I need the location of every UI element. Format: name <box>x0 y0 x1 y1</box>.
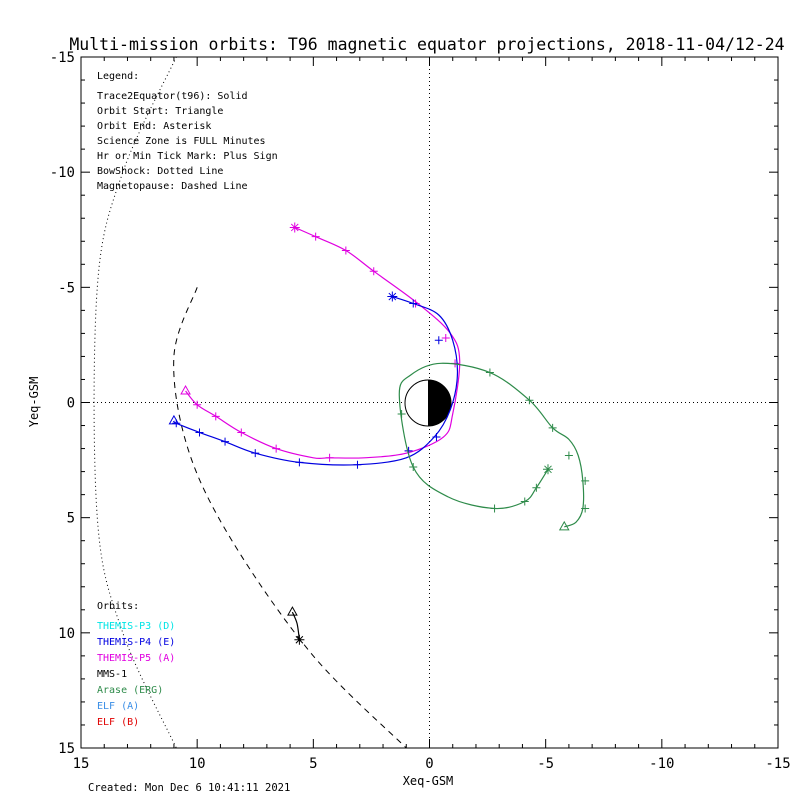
legend-entry: Orbit End: Asterisk <box>97 121 211 132</box>
orbit-tick-mark <box>397 410 406 419</box>
y-tick-label: 10 <box>58 626 75 642</box>
legend-entry: Magnetopause: Dashed Line <box>97 181 248 192</box>
orbit-tick-mark <box>581 504 590 513</box>
earth-icon <box>404 379 452 427</box>
orbit-tick-mark <box>353 460 362 469</box>
orbit-tick-mark <box>272 444 281 453</box>
legend-entry: Trace2Equator(t96): Solid <box>97 91 248 102</box>
orbit-end-asterisk <box>387 291 398 302</box>
orbit-start-triangle <box>180 384 191 395</box>
orbit-tick-mark <box>221 437 230 446</box>
orbit-tick-mark <box>341 246 350 255</box>
orbit-tick-mark <box>532 483 541 492</box>
x-tick-label: -10 <box>649 756 674 772</box>
orbit-tick-mark <box>525 396 534 405</box>
orbit-arase-erg- <box>397 362 590 531</box>
legend-title: Legend: <box>97 71 139 82</box>
legend-entry: Hr or Min Tick Mark: Plus Sign <box>97 151 278 162</box>
orbit-track <box>185 226 461 460</box>
y-tick-label: -5 <box>58 280 75 296</box>
orbit-tick-mark <box>434 336 443 345</box>
y-tick-label: 5 <box>67 511 75 527</box>
orbit-end-asterisk <box>289 222 300 233</box>
orbits <box>168 222 590 645</box>
x-tick-label: -5 <box>537 756 554 772</box>
legend-entry: Science Zone is FULL Minutes <box>97 136 266 147</box>
orbit-start-triangle <box>168 414 180 425</box>
orbit-tick-mark <box>520 497 529 506</box>
orbit-themis-p5-a- <box>180 222 461 462</box>
x-tick-label: 5 <box>309 756 317 772</box>
orbit-themis-p4-e- <box>168 291 459 469</box>
orbit-tick-mark <box>432 433 441 442</box>
orbit-tick-mark <box>409 299 418 308</box>
orbit-tick-mark <box>409 462 418 471</box>
orbit-start-triangle <box>558 520 570 531</box>
x-tick-label: -15 <box>765 756 790 772</box>
orbit-tick-mark <box>490 504 499 513</box>
orbits-legend-entry: THEMIS-P5 (A) <box>97 653 175 664</box>
x-tick-labels: 15 10 5 0 -5 -10 -15 <box>73 756 791 772</box>
orbit-end-asterisk <box>542 464 553 475</box>
legend-entry: BowShock: Dotted Line <box>97 166 223 177</box>
orbit-tick-mark <box>251 449 260 458</box>
orbit-tick-mark <box>548 423 557 432</box>
orbit-tick-mark <box>564 451 573 460</box>
orbit-tick-mark <box>485 368 494 377</box>
orbit-tick-mark <box>211 412 220 421</box>
earth-night-side <box>428 380 451 426</box>
orbit-tick-mark <box>369 267 378 276</box>
y-tick-label: -15 <box>50 50 75 66</box>
orbit-tick-mark <box>237 428 246 437</box>
orbit-tick-mark <box>325 453 334 462</box>
y-tick-label: 15 <box>58 741 75 757</box>
orbit-start-triangle <box>287 606 298 616</box>
orbit-end-asterisk <box>294 634 305 645</box>
axis-ticks <box>80 56 779 749</box>
orbits-legend-entry: Arase (ERG) <box>97 685 163 696</box>
chart-title: Multi-mission orbits: T96 magnetic equat… <box>69 35 784 54</box>
orbits-legend: Orbits: THEMIS-P3 (D) THEMIS-P4 (E) THEMIS-… <box>97 601 175 728</box>
legend-entry: Orbit Start: Triangle <box>97 106 223 117</box>
x-tick-label: 15 <box>73 756 90 772</box>
orbit-mms-1 <box>287 606 305 645</box>
orbits-legend-entry: THEMIS-P4 (E) <box>97 637 175 648</box>
orbit-tick-mark <box>311 232 320 241</box>
orbit-tick-mark <box>295 458 304 467</box>
orbit-track <box>173 295 459 466</box>
y-tick-labels: -15 -10 -5 0 5 10 15 <box>50 50 75 757</box>
orbits-legend-entry: ELF (B) <box>97 717 139 728</box>
bow-shock-line <box>93 56 177 749</box>
orbit-tick-mark <box>193 400 202 409</box>
x-tick-label: 0 <box>425 756 433 772</box>
y-tick-label: 0 <box>67 396 75 412</box>
legend: Legend: Trace2Equator(t96): Solid Orbit St… <box>97 71 278 192</box>
orbits-legend-entry: MMS-1 <box>97 669 127 680</box>
orbits-legend-entry: ELF (A) <box>97 701 139 712</box>
orbit-tick-mark <box>581 476 590 485</box>
y-tick-label: -10 <box>50 165 75 181</box>
orbits-legend-title: Orbits: <box>97 601 139 612</box>
y-axis-label: Yeq-GSM <box>27 377 41 428</box>
x-tick-label: 10 <box>189 756 206 772</box>
created-footer: Created: Mon Dec 6 10:41:11 2021 <box>88 782 290 794</box>
orbit-tick-mark <box>195 428 204 437</box>
x-axis-label: Xeq-GSM <box>403 774 454 788</box>
orbit-tick-mark <box>441 334 450 343</box>
orbits-legend-entry: THEMIS-P3 (D) <box>97 621 175 632</box>
